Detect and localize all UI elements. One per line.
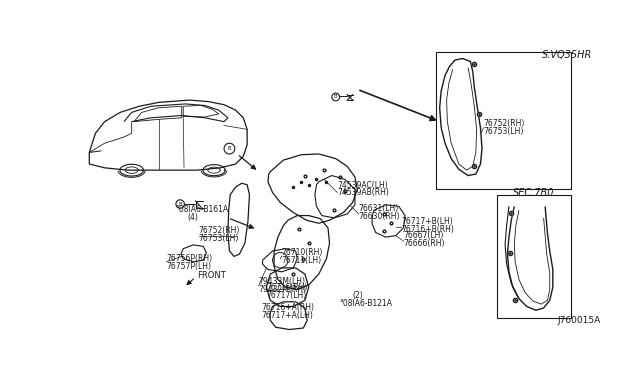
Text: 76752(RH): 76752(RH) [198, 227, 240, 235]
Text: 76667(LH): 76667(LH) [403, 231, 444, 240]
Text: 76666(RH): 76666(RH) [403, 239, 445, 248]
Text: B: B [179, 202, 182, 206]
Text: 76717+B(LH): 76717+B(LH) [401, 217, 453, 226]
Text: 76717+A(LH): 76717+A(LH) [262, 311, 314, 320]
Text: 76753(LH): 76753(LH) [484, 127, 524, 136]
Text: 76710(RH): 76710(RH) [282, 248, 323, 257]
Text: 76717(LH): 76717(LH) [266, 291, 307, 300]
Text: 76716(RH): 76716(RH) [266, 283, 308, 292]
Text: B: B [228, 146, 231, 151]
Text: FRONT: FRONT [197, 271, 226, 280]
Text: J760015A: J760015A [557, 316, 601, 325]
Text: (2): (2) [353, 291, 364, 300]
Text: 79433M(LH): 79433M(LH) [259, 277, 306, 286]
Text: 74539AC(LH): 74539AC(LH) [337, 181, 388, 190]
Text: 76711(LH): 76711(LH) [282, 256, 322, 265]
Text: 76716+A(RH): 76716+A(RH) [262, 304, 315, 312]
Bar [436, 52, 570, 189]
Text: B: B [334, 94, 337, 99]
Text: 76753(LH): 76753(LH) [198, 234, 239, 243]
Text: 76716+B(RH): 76716+B(RH) [401, 225, 454, 234]
Text: (4): (4) [188, 213, 199, 222]
Text: SEC.7B0: SEC.7B0 [513, 188, 554, 198]
Text: 76631(LH): 76631(LH) [359, 204, 399, 213]
Bar [497, 195, 570, 318]
Text: 76752(RH): 76752(RH) [484, 119, 525, 128]
Text: 79432M(RH): 79432M(RH) [259, 285, 307, 294]
Text: 74539AB(RH): 74539AB(RH) [337, 188, 389, 197]
Text: S.VQ35HR: S.VQ35HR [542, 51, 592, 60]
Text: °08IA6-B121A: °08IA6-B121A [340, 299, 392, 308]
Text: 76630(RH): 76630(RH) [359, 212, 400, 221]
Text: 76757P(LH): 76757P(LH) [166, 262, 211, 271]
Text: 76756P(RH): 76756P(RH) [166, 254, 212, 263]
Text: °08IA6-B161A: °08IA6-B161A [175, 205, 228, 214]
